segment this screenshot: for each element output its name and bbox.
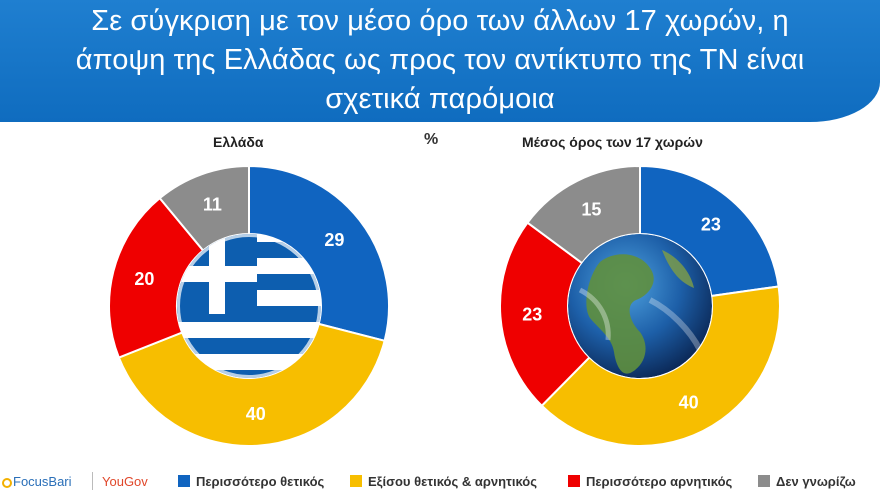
title-line-1: Σε σύγκριση με τον μέσο όρο των άλλων 17… [91,5,789,37]
page-title: Σε σύγκριση με τον μέσο όρο των άλλων 17… [0,2,880,119]
legend-label-positive: Περισσότερο θετικός [196,474,325,489]
brand-divider [92,472,93,490]
legend-item-dont-know: Δεν γνωρίζω [758,474,856,489]
slice-dont-know [526,164,641,265]
slice-dont-know [158,164,250,252]
legend-item-negative: Περισσότερο αρνητικός [568,474,732,489]
chart-title-greece: Ελλάδα [213,134,264,150]
unit-label: % [424,131,439,148]
title-line-2: άποψη της Ελλάδας ως προς τον αντίκτυπο … [75,44,805,76]
data-label-neutral: 40 [679,392,699,412]
data-label-neutral: 40 [246,404,266,424]
data-label-negative: 23 [522,304,542,324]
focusbari-brand-text: FocusBari [13,474,72,489]
data-label-positive: 23 [701,214,721,234]
legend-swatch-positive [178,475,190,487]
legend-item-neutral: Εξίσου θετικός & αρνητικός [350,474,537,489]
donut-average: 23 40 23 15 [499,164,781,447]
data-label-dont-know: 15 [581,200,601,220]
donut-greece: 29 40 20 11 [108,164,390,447]
legend-label-negative: Περισσότερο αρνητικός [586,474,733,489]
data-label-dont-know: 11 [203,194,222,214]
yougov-logo: YouGov [102,474,148,489]
title-line-3: σχετικά παρόμοια [325,83,555,115]
chart-title-average: Μέσος όρος των 17 χωρών [522,134,703,150]
header-banner: Σε σύγκριση με τον μέσο όρο των άλλων 17… [0,0,880,122]
legend-swatch-dont-know [758,475,770,487]
slice-positive [639,164,780,298]
legend-label-neutral: Εξίσου θετικός & αρνητικός [368,474,537,489]
greek-flag-image [177,234,321,378]
legend-item-positive: Περισσότερο θετικός [178,474,324,489]
data-label-positive: 29 [324,230,344,250]
legend-label-dont-know: Δεν γνωρίζω [776,474,856,489]
earth-globe-image [568,234,712,378]
legend: FocusBari YouGov Περισσότερο θετικός Εξί… [0,466,880,496]
legend-swatch-negative [568,475,580,487]
focusbari-ring-icon [2,478,12,488]
data-label-negative: 20 [134,269,154,289]
focusbari-logo: FocusBari [2,474,72,489]
donut-charts: 29 40 20 11 23 40 23 15 [108,164,781,447]
legend-swatch-neutral [350,475,362,487]
